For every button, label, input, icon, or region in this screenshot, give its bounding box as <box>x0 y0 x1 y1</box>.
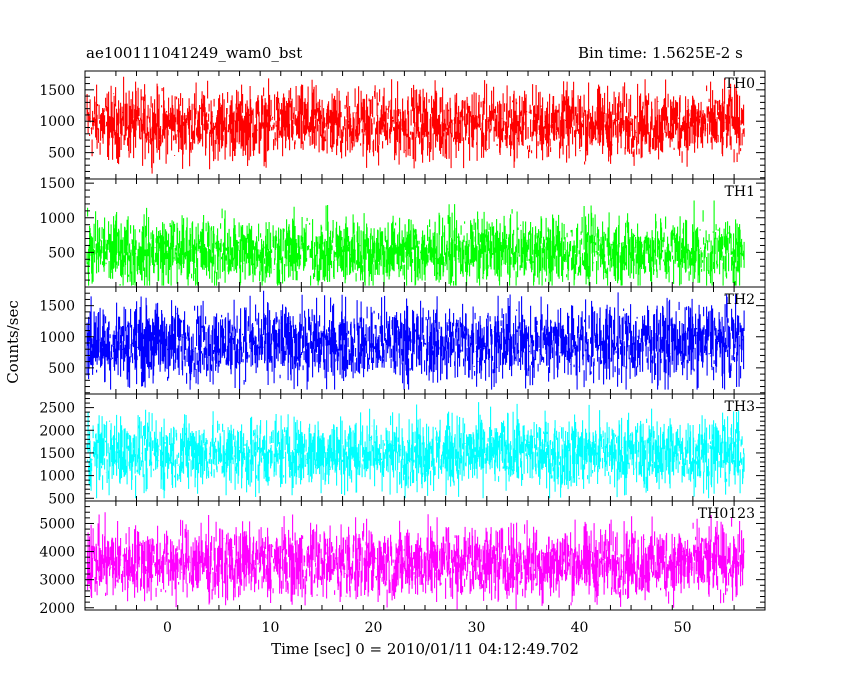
y-tick-label: 1500 <box>39 176 75 192</box>
y-tick-label: 500 <box>48 491 75 507</box>
series-th2 <box>86 290 745 390</box>
y-tick-label: 1500 <box>39 83 75 99</box>
y-tick-label: 3000 <box>39 573 75 589</box>
x-tick-label: 30 <box>468 620 486 636</box>
y-tick-label: 5000 <box>39 516 75 532</box>
x-axis-label: Time [sec] 0 = 2010/01/11 04:12:49.702 <box>271 640 579 658</box>
x-tick-label: 20 <box>365 620 383 636</box>
panel-th1: 500 1000 1500 TH1 <box>39 176 766 288</box>
y-tick-label: 1000 <box>39 330 75 346</box>
y-tick-label: 2000 <box>39 601 75 617</box>
series-th1 <box>86 200 745 286</box>
panel-th0123: 2000 3000 4000 5000 TH0123 <box>39 500 766 617</box>
y-tick-label: 4000 <box>39 545 75 561</box>
x-tick-label: 50 <box>674 620 692 636</box>
panel-th2: 500 1000 1500 TH2 <box>39 286 766 395</box>
y-tick-label: 1000 <box>39 114 75 130</box>
series-th3 <box>86 402 745 499</box>
series-th0 <box>86 76 745 174</box>
panel-label: TH1 <box>725 184 755 200</box>
y-tick-label: 1000 <box>39 469 75 485</box>
x-tick-label: 10 <box>262 620 280 636</box>
y-tick-label: 1500 <box>39 299 75 315</box>
plot-title: ae100111041249_wam0_bst <box>86 44 303 62</box>
y-tick-label: 1500 <box>39 446 75 462</box>
y-tick-label: 500 <box>48 245 75 261</box>
y-tick-label: 2000 <box>39 423 75 439</box>
series-th0123 <box>86 512 745 610</box>
bin-time-label: Bin time: 1.5625E-2 s <box>578 44 743 62</box>
y-tick-label: 500 <box>48 146 75 162</box>
panel-label: TH3 <box>725 399 755 415</box>
x-tick-label: 0 <box>163 620 172 636</box>
panel-th0: 500 1000 1500 TH0 <box>39 70 766 180</box>
panel-th3: 500 1000 1500 2000 2500 TH3 <box>39 393 766 507</box>
y-tick-label: 500 <box>48 361 75 377</box>
y-axis-label: Counts/sec <box>4 300 22 384</box>
panel-label: TH0 <box>725 76 755 92</box>
x-tick-label: 40 <box>571 620 589 636</box>
y-tick-label: 2500 <box>39 401 75 417</box>
panel-label: TH0123 <box>698 506 755 522</box>
panel-label: TH2 <box>725 292 755 308</box>
y-tick-label: 1000 <box>39 211 75 227</box>
